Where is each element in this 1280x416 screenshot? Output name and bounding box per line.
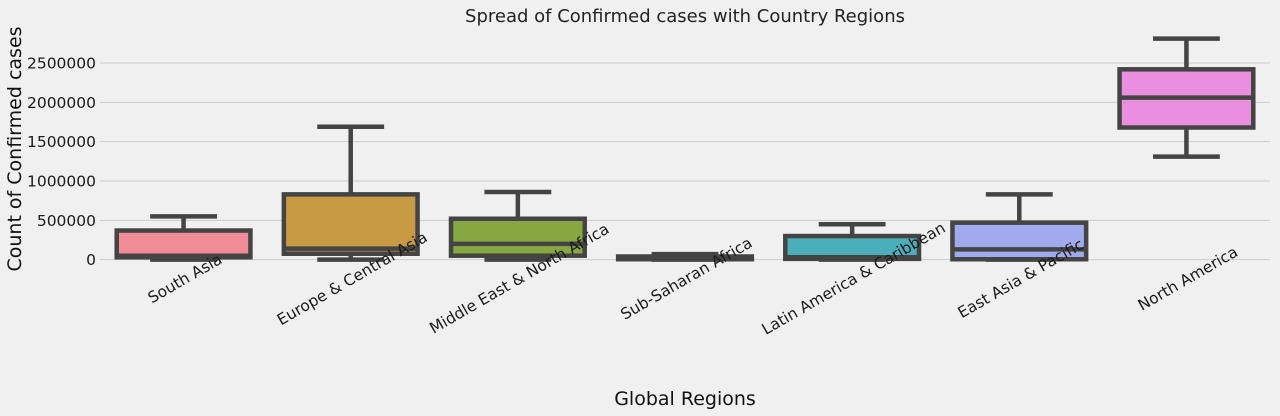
box-3: [448, 189, 587, 262]
y-tick-label: 0: [86, 251, 96, 269]
box-1: [114, 214, 253, 262]
y-tick-label: 2500000: [27, 55, 96, 73]
y-tick-label: 1500000: [27, 133, 96, 151]
box-7: [1117, 36, 1256, 159]
y-tick-label: 500000: [37, 212, 96, 230]
box-body: [114, 228, 253, 260]
x-tick-label: Sub-Saharan Africa: [618, 234, 756, 324]
box-2: [281, 124, 420, 262]
box-5: [783, 222, 922, 262]
grid: [100, 62, 1270, 261]
box-6: [950, 192, 1089, 262]
y-tick-label: 2000000: [27, 94, 96, 112]
x-axis-title: Global Regions: [614, 388, 756, 410]
box-4: [615, 251, 755, 262]
boxes: [114, 36, 1256, 262]
chart-title: Spread of Confirmed cases with Country R…: [465, 6, 905, 27]
box-body: [448, 216, 587, 258]
y-ticks: 0 500000 1000000 1500000 2000000 2500000: [27, 55, 96, 270]
y-tick-label: 1000000: [27, 172, 96, 190]
y-axis-title: Count of Confirmed cases: [4, 26, 26, 271]
box-body: [281, 192, 420, 256]
x-tick-label: North America: [1135, 243, 1241, 315]
box-body: [950, 220, 1089, 262]
